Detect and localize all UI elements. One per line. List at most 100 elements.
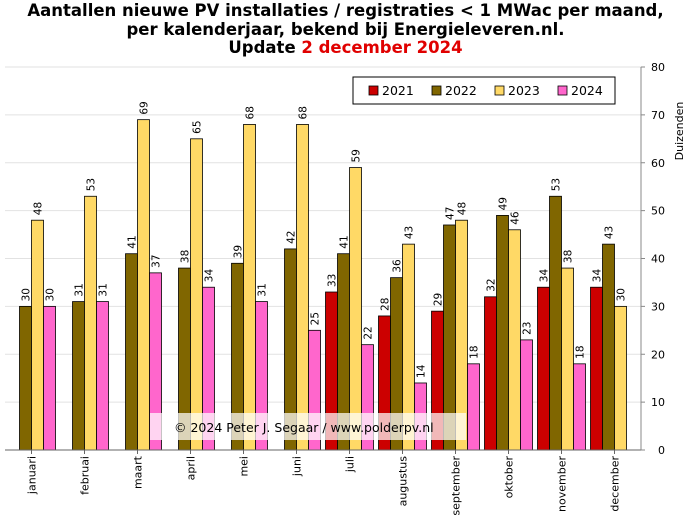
data-label: 48	[457, 202, 469, 215]
bar-2024-november	[573, 363, 586, 451]
bar-2023-november	[561, 267, 574, 451]
bar-2023-oktober	[508, 229, 521, 451]
y-tick-label: 30	[651, 300, 665, 313]
data-label: 28	[380, 298, 392, 311]
x-tick-label-juli: juli	[344, 456, 357, 473]
y-tick-label: 0	[658, 444, 665, 457]
y-tick-label: 20	[651, 348, 665, 361]
bar-2023-juli	[349, 167, 362, 451]
data-label: 22	[363, 326, 375, 339]
data-label: 29	[433, 293, 445, 306]
chart-title: Aantallen nieuwe PV installaties / regis…	[0, 1, 691, 58]
legend-label-2021: 2021	[382, 83, 414, 98]
y-tick-label: 50	[651, 205, 665, 218]
x-tick-label-maart: maart	[132, 455, 145, 489]
data-label: 65	[192, 120, 204, 133]
legend-swatch-2021	[368, 85, 379, 96]
x-tick-label-augustus: augustus	[397, 456, 410, 507]
data-label: 18	[469, 345, 481, 358]
x-tick-label-april: april	[185, 456, 198, 480]
legend-swatch-2024	[557, 85, 568, 96]
data-label: 53	[86, 178, 98, 191]
bar-2023-januari	[31, 219, 44, 451]
y-tick-label: 70	[651, 109, 665, 122]
data-label: 31	[98, 283, 110, 296]
bar-2024-januari	[43, 305, 56, 451]
bar-2022-januari	[19, 305, 32, 451]
legend-label-2023: 2023	[508, 83, 540, 98]
title-line-1: Aantallen nieuwe PV installaties / regis…	[27, 1, 664, 20]
credit-background	[150, 413, 466, 440]
data-label: 68	[245, 106, 257, 119]
gridlines	[5, 66, 641, 403]
bar-2021-oktober	[484, 296, 497, 451]
data-label: 48	[33, 202, 45, 215]
x-tick-label-november: november	[556, 456, 569, 512]
y-tick-label: 10	[651, 396, 665, 409]
axes: 0 10 20 30 40 50 60 70 80 Duizenden januari februai…	[5, 61, 686, 516]
data-label: 33	[327, 274, 339, 287]
bar-2022-februai	[72, 301, 85, 451]
data-label: 39	[233, 245, 245, 258]
x-tick-label-september: september	[450, 456, 463, 516]
data-label: 43	[604, 226, 616, 239]
legend-label-2024: 2024	[571, 83, 603, 98]
data-labels: 30 48 30 31 53 31 41 69 37 38 65 34 39 68 31 42 68 25 33 41…	[21, 101, 628, 378]
bar-2024-februai	[96, 301, 109, 451]
legend-swatch-2022	[431, 85, 442, 96]
x-tick-label-januari: januari	[26, 456, 39, 495]
data-label: 30	[21, 288, 33, 301]
data-label: 37	[151, 254, 163, 267]
data-label: 34	[592, 269, 604, 283]
data-label: 31	[257, 283, 269, 296]
title-update-prefix: Update	[228, 38, 302, 57]
bar-2024-september	[467, 363, 480, 451]
bar-2022-december	[602, 243, 615, 451]
data-label: 42	[286, 231, 298, 244]
data-label: 53	[551, 178, 563, 191]
data-label: 32	[486, 278, 498, 291]
data-label: 34	[204, 269, 216, 283]
y-tick-label: 80	[651, 61, 665, 74]
y-tick-label: 60	[651, 157, 665, 170]
bar-2023-april	[190, 138, 203, 451]
bar-2023-mei	[243, 124, 256, 451]
title-update-date: 2 december 2024	[301, 38, 463, 57]
data-label: 46	[510, 211, 522, 225]
y-tick-label: 40	[651, 253, 665, 266]
bar-2021-december	[590, 286, 603, 451]
x-tick-label-juni: juni	[291, 456, 304, 477]
data-label: 23	[522, 322, 534, 335]
title-line-3: Update 2 december 2024	[0, 38, 691, 58]
legend-swatch-2023	[494, 85, 505, 96]
bars	[19, 119, 627, 451]
bar-2023-juni	[296, 124, 309, 451]
data-label: 38	[563, 250, 575, 263]
data-label: 49	[498, 197, 510, 210]
data-label: 43	[404, 226, 416, 239]
bar-2023-maart	[137, 119, 150, 451]
bar-2024-oktober	[520, 339, 533, 451]
data-label: 38	[180, 250, 192, 263]
data-label: 68	[298, 106, 310, 119]
data-label: 41	[127, 235, 139, 248]
legend-box	[352, 76, 616, 105]
data-label: 14	[416, 364, 428, 378]
bar-2023-februai	[84, 195, 97, 451]
y-axis-title: Duizenden	[673, 102, 686, 161]
data-label: 25	[310, 312, 322, 325]
bar-2022-maart	[125, 253, 138, 451]
data-label: 34	[539, 269, 551, 283]
x-tick-label-februai: februai	[79, 456, 92, 495]
x-tick-label-oktober: oktober	[503, 456, 516, 499]
data-label: 18	[575, 345, 587, 358]
bar-2021-november	[537, 286, 550, 451]
data-label: 31	[74, 283, 86, 296]
bar-2022-oktober	[496, 215, 509, 451]
data-label: 59	[351, 149, 363, 162]
bar-2022-november	[549, 195, 562, 451]
credit-box: © 2024 Peter J. Segaar / www.polderpv.nl	[150, 413, 466, 440]
data-label: 30	[45, 288, 57, 301]
data-label: 69	[139, 101, 151, 114]
